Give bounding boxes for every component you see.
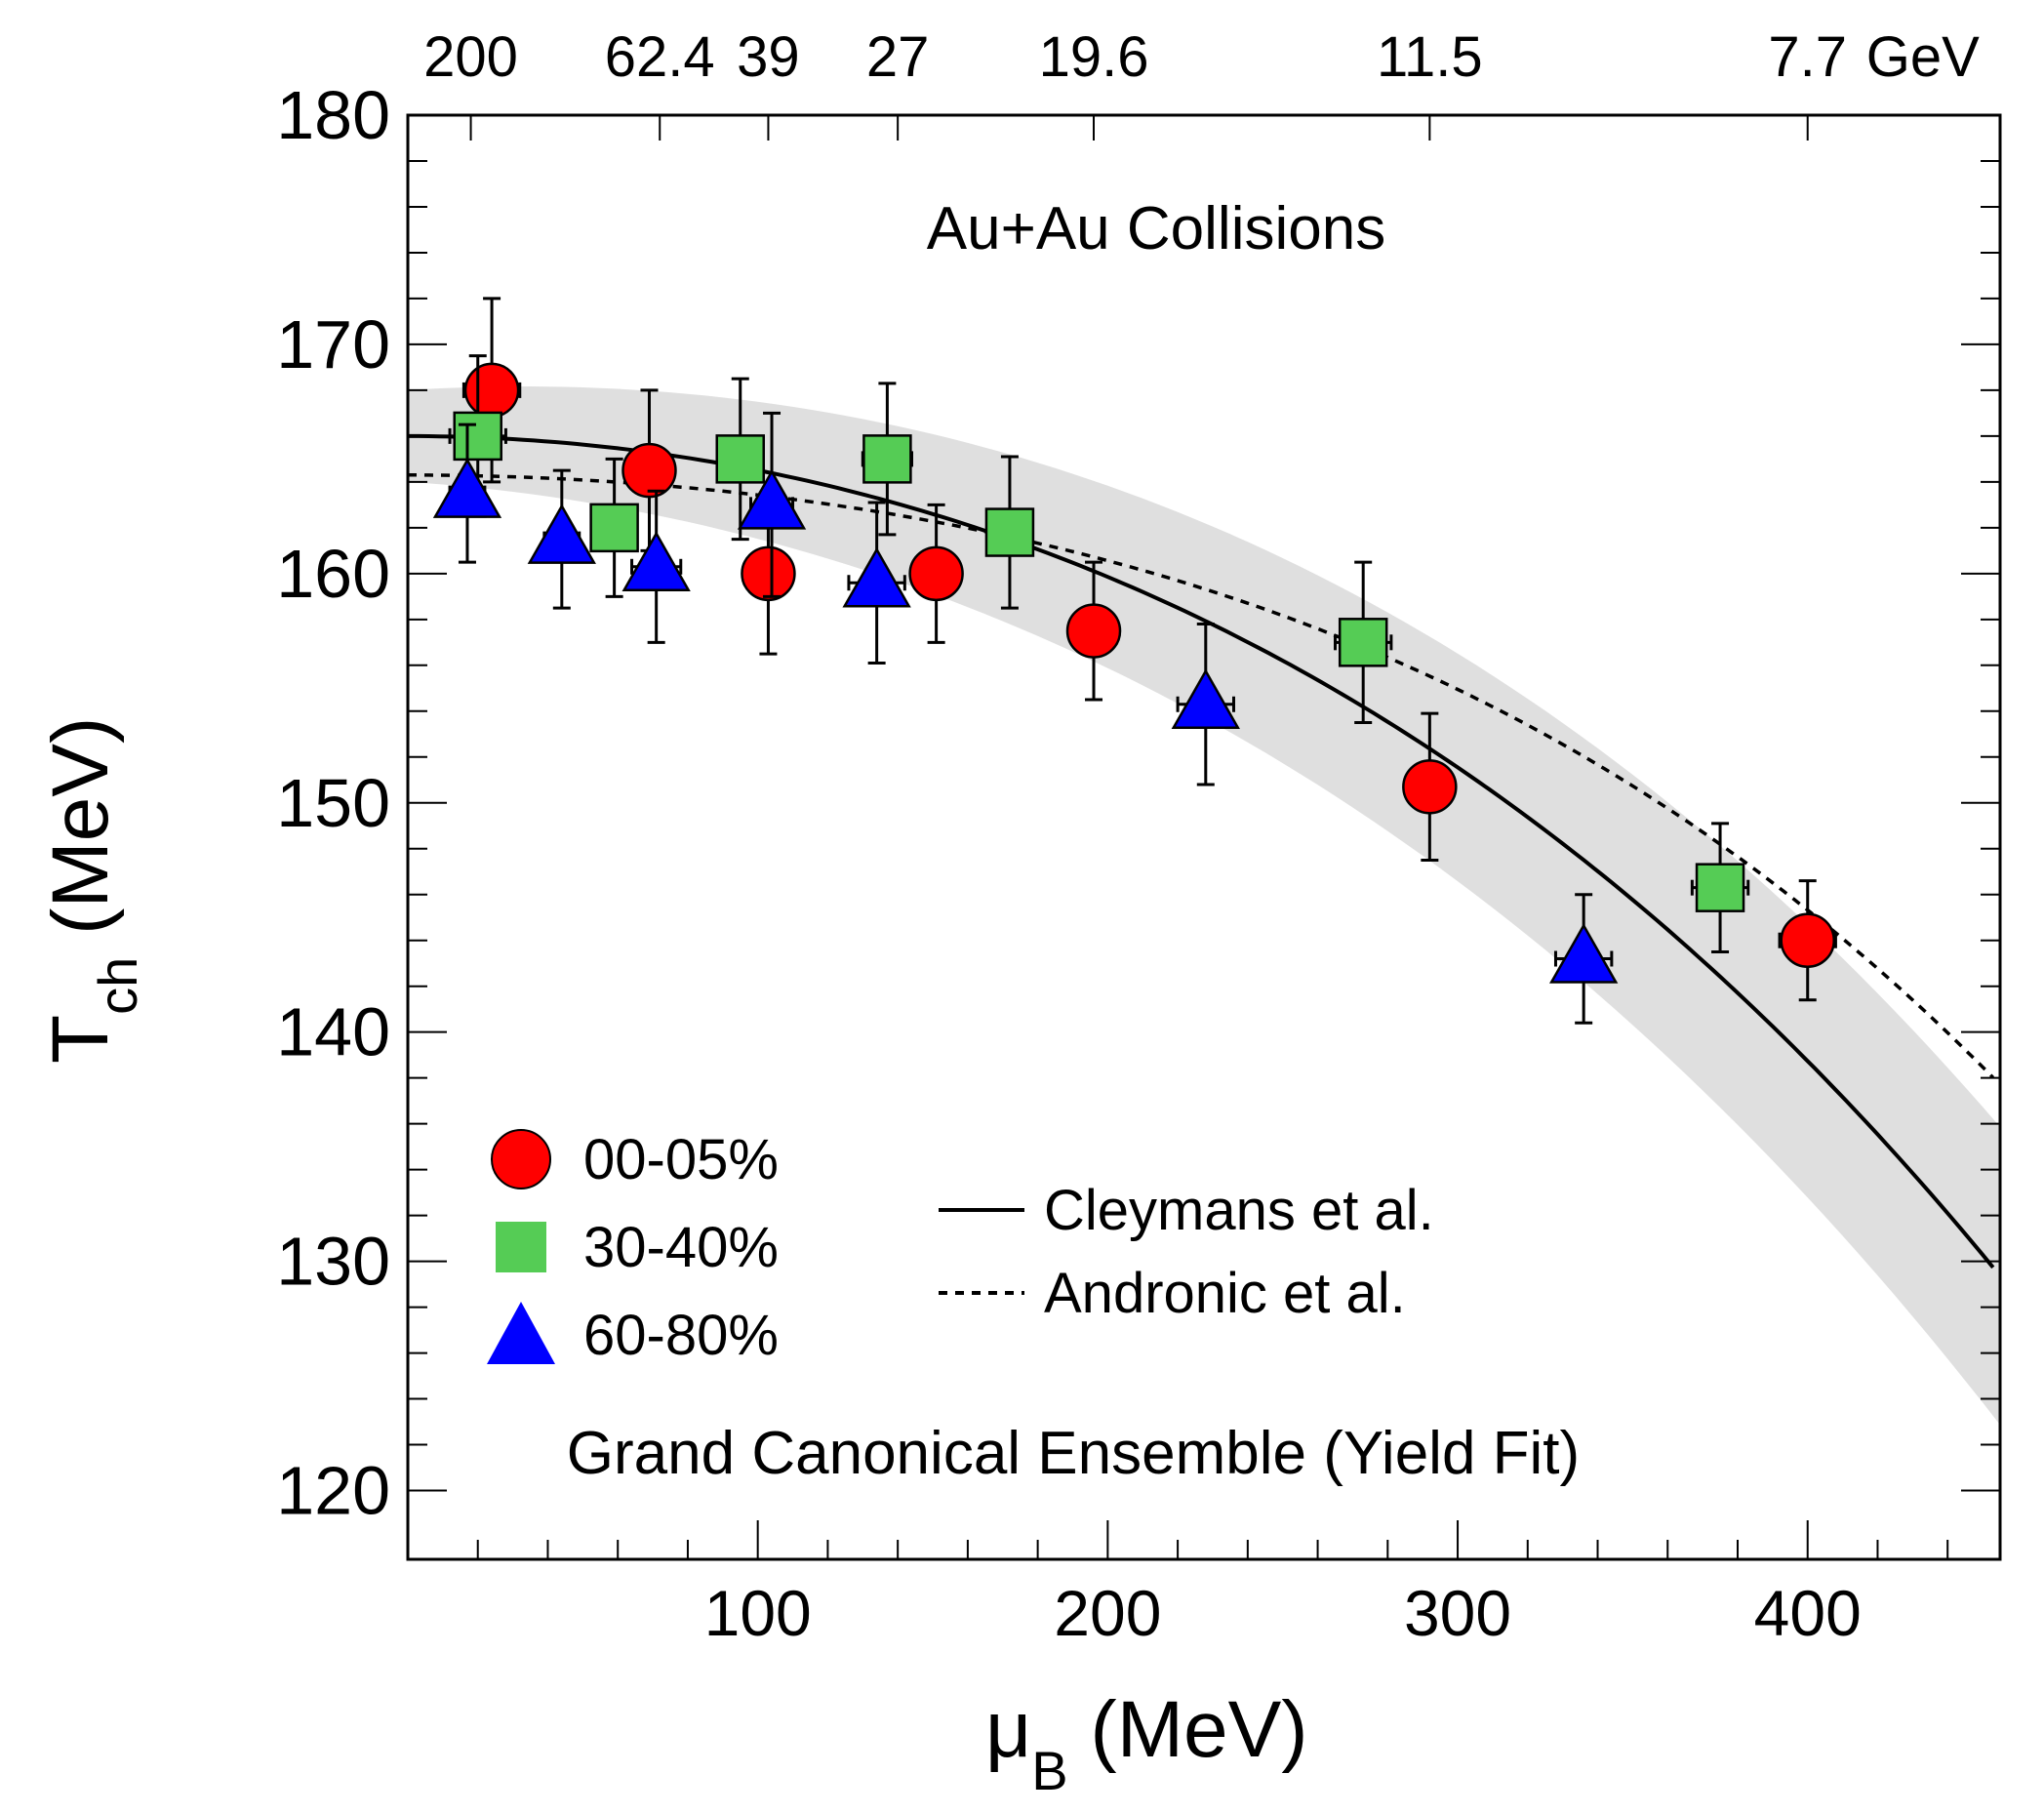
top-energy-label: 7.7: [1768, 25, 1847, 89]
plot-frame: [406, 113, 2002, 1561]
x-axis-label-sub: B: [1031, 1740, 1067, 1801]
legend-label-60-80: 60-80%: [583, 1304, 779, 1367]
y-tick-label: 160: [276, 536, 390, 612]
legend-lines: Cleymans et al. Andronic et al.: [939, 1179, 1434, 1325]
top-energy-label: 19.6: [1039, 25, 1149, 89]
chart-title: Au+Au Collisions: [927, 195, 1385, 262]
x-tick-label: 200: [1054, 1577, 1161, 1649]
legend-label-cleymans: Cleymans et al.: [1044, 1179, 1434, 1242]
point-square: [862, 434, 912, 484]
x-axis-label: μB (MeV): [985, 1685, 1308, 1801]
x-tick-label: 100: [704, 1577, 812, 1649]
point-circle: [1402, 759, 1458, 815]
y-tick-label: 140: [276, 994, 390, 1070]
legend-label-30-40: 30-40%: [583, 1216, 779, 1279]
point-triangle: [737, 468, 807, 530]
top-energy-label: 11.5: [1377, 25, 1483, 89]
data-points: [432, 297, 1837, 1025]
point-triangle: [527, 504, 596, 564]
x-tick-label: 300: [1404, 1577, 1511, 1649]
x-axis-label-unit: (MeV): [1068, 1685, 1308, 1774]
point-square: [589, 503, 639, 553]
point-circle: [908, 545, 964, 602]
x-axis-label-main: μ: [985, 1685, 1031, 1774]
y-tick-label: 130: [276, 1224, 390, 1300]
point-circle: [1780, 912, 1835, 968]
point-square: [715, 434, 765, 484]
point-triangle: [1549, 922, 1619, 984]
legend-square-marker: [496, 1222, 546, 1272]
legend-circle-marker: [491, 1129, 551, 1189]
point-triangle: [842, 546, 911, 608]
y-tick-label: 120: [276, 1453, 390, 1529]
legend-triangle-marker: [487, 1302, 555, 1364]
axis-labels: 120 130 140 150 160 170 180 100 200 300 400 200 62.4…: [276, 25, 1980, 1649]
y-axis-label-unit: (MeV): [36, 717, 125, 957]
point-square: [1338, 618, 1388, 667]
y-axis-label-main: T: [36, 1015, 125, 1064]
point-circle: [463, 362, 520, 419]
point-triangle: [432, 458, 502, 518]
point-square: [984, 507, 1035, 557]
x-tick-label: 400: [1754, 1577, 1862, 1649]
uncertainty-band: [408, 386, 2000, 1426]
point-square: [1695, 863, 1745, 912]
band-area: [408, 386, 2000, 1426]
point-circle: [1065, 603, 1122, 659]
y-axis-label-sub: ch: [87, 957, 148, 1015]
y-axis-label: Tch (MeV): [36, 717, 148, 1064]
curve-andronic: [408, 473, 1995, 1079]
legend-label-00-05: 00-05%: [583, 1128, 779, 1191]
y-tick-label: 180: [276, 77, 390, 153]
legend-label-andronic: Andronic et al.: [1044, 1262, 1406, 1325]
axis-ticks: [408, 114, 2000, 1559]
point-circle: [741, 545, 796, 602]
point-square: [453, 411, 502, 462]
top-energy-label: 39: [737, 25, 800, 89]
top-energy-label: 200: [423, 25, 518, 89]
top-energy-label: 62.4: [605, 25, 715, 89]
point-triangle: [1171, 668, 1240, 729]
top-energy-unit: GeV: [1866, 25, 1980, 89]
y-tick-label: 150: [276, 765, 390, 841]
point-triangle: [621, 531, 691, 592]
legend-markers: 00-05% 30-40% 60-80%: [487, 1128, 779, 1367]
point-circle: [621, 442, 677, 499]
y-tick-label: 170: [276, 306, 390, 383]
top-energy-label: 27: [866, 25, 930, 89]
annotation-text: Grand Canonical Ensemble (Yield Fit): [567, 1420, 1580, 1487]
